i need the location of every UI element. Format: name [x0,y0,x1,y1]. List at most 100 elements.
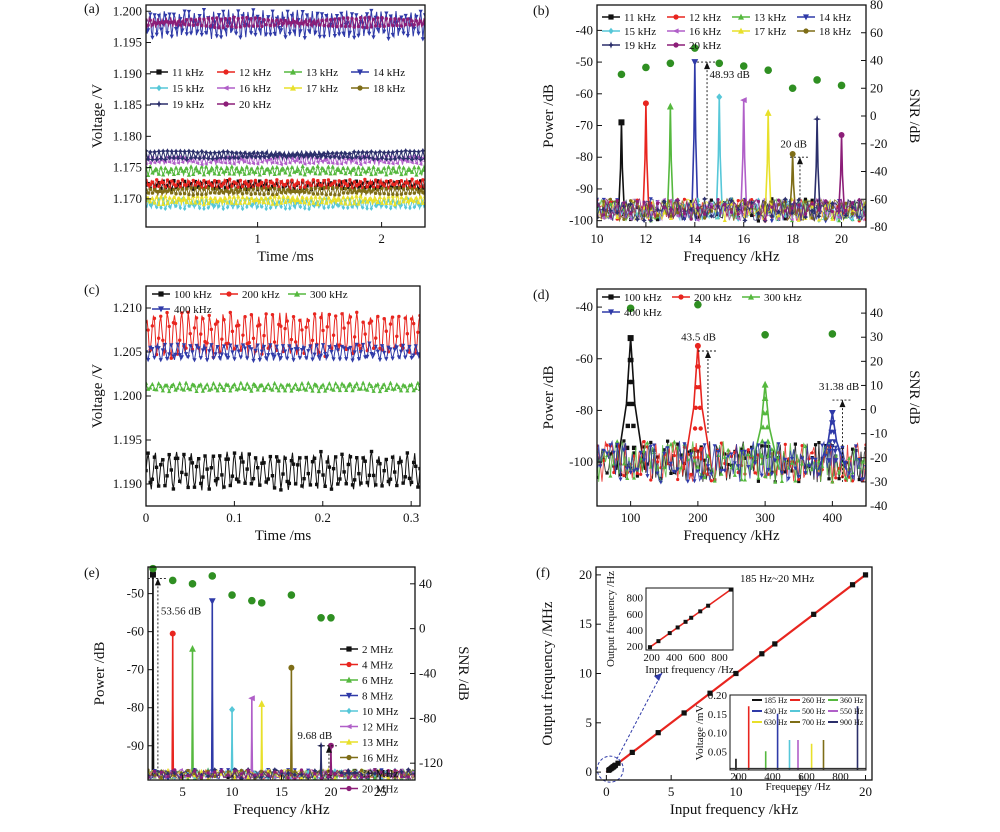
noise-point [743,207,747,211]
data-point [211,356,216,361]
data-point [174,203,178,209]
data-point [397,17,401,21]
data-point [283,326,287,331]
peak-line [289,667,293,777]
data-point [174,184,178,188]
data-point [254,150,261,156]
data-point [390,32,395,38]
data-point [378,185,382,190]
noise-point [153,769,157,773]
data-point [346,183,350,188]
data-point [340,312,344,316]
noise-point [750,213,754,218]
data-point [189,186,193,190]
legend-label: 11 kHz [624,12,656,24]
peak-line [171,633,175,777]
noise-point [775,209,782,215]
data-point [232,202,236,208]
data-point [245,381,250,386]
data-point [155,183,159,188]
noise-point [816,213,822,219]
noise-point [793,442,797,446]
noise-point [796,197,802,203]
data-point [178,181,183,186]
x-axis-label: Time /ms [255,528,312,544]
data-point [366,160,371,164]
legend-label: 19 MHz [362,768,398,780]
data-point [386,161,391,165]
data-point [249,166,254,171]
data-point [394,161,399,166]
noise-point [213,770,217,774]
data-point [285,479,289,484]
noise-point [722,217,727,222]
legend-label: 16 MHz [362,753,398,765]
noise-point [286,768,290,773]
data-point [367,186,371,190]
data-point [202,206,206,212]
data-point [414,19,419,23]
data-point [253,178,258,183]
data-point [759,651,765,657]
data-point [234,166,239,171]
y-tick-label: -80 [576,402,593,417]
data-point [249,192,253,197]
data-point [179,355,184,360]
legend-marker [290,68,296,75]
noise-point [800,444,804,448]
noise-point [803,200,808,204]
data-point [295,151,302,158]
noise-point [703,458,707,462]
legend-label: 18 kHz [819,26,851,38]
noise-point [823,211,828,215]
data-point [160,348,165,353]
data-point [365,185,369,189]
y2-tick-label: 0 [419,621,426,636]
data-point [314,154,321,160]
data-point [152,200,157,205]
data-point [339,180,343,184]
noise-point [676,208,680,212]
data-point [407,476,412,481]
peak-point [833,458,839,464]
data-point [337,32,342,37]
data-point [345,165,350,170]
data-point [324,14,329,19]
data-point [392,202,398,207]
data-point [341,186,346,191]
y-axis-label: Voltage /V [90,364,106,428]
data-point [230,329,235,334]
data-point [146,172,151,178]
data-point [204,180,208,185]
data-point [337,167,342,172]
snr-point [739,62,748,70]
peak-line [319,745,323,777]
data-point [380,186,384,191]
data-point [150,180,155,184]
noise-point [696,197,700,202]
snr-point [617,70,626,79]
data-point [333,455,338,459]
data-point [283,19,288,23]
y-tick-label: -100 [569,454,593,469]
data-point [246,171,252,176]
data-point [259,160,264,164]
data-point [344,387,349,392]
noise-point [615,442,620,447]
data-point [334,197,340,202]
data-point [259,382,265,387]
legend-label: 13 kHz [306,67,338,79]
inset-point [647,645,652,650]
y-tick-label: 1.210 [113,300,142,315]
noise-point [743,456,747,461]
noise-point [634,216,640,222]
data-point [349,167,355,172]
snr-point [642,63,650,72]
data-point [384,204,389,210]
noise-point [165,771,171,777]
data-point [267,152,274,158]
data-point [274,385,279,390]
inset-frame [645,587,734,651]
data-point [346,185,350,190]
data-point [250,150,257,156]
